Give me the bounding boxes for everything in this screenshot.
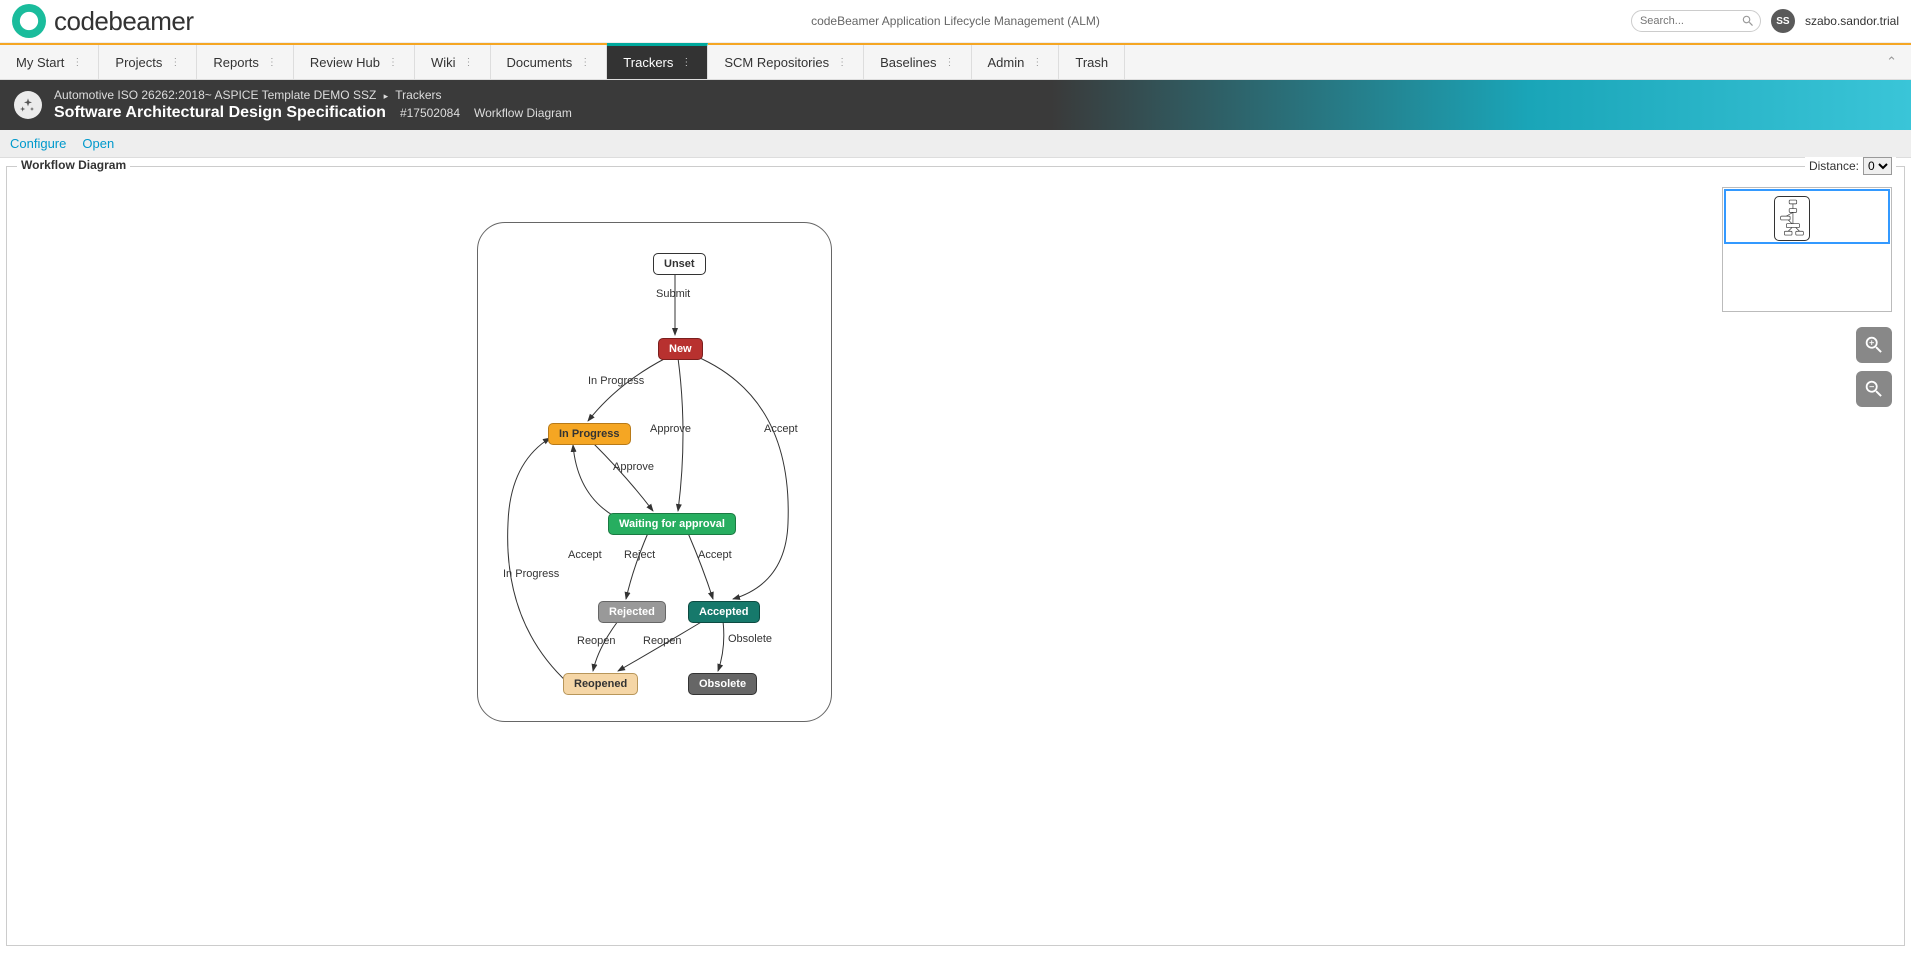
top-bar: codebeamer codeBeamer Application Lifecy…	[0, 0, 1911, 43]
edge-label-new-inprog: In Progress	[588, 375, 644, 387]
app-title: codeBeamer Application Lifecycle Managem…	[811, 14, 1100, 28]
state-new[interactable]: New	[658, 338, 703, 360]
menu-dots-icon[interactable]: ⋮	[945, 57, 955, 68]
canvas-area: Workflow Diagram Distance: 0 Unset New In …	[0, 158, 1911, 954]
search-box	[1631, 10, 1761, 32]
nav-trackers[interactable]: Trackers ⋮	[607, 43, 708, 79]
state-wait[interactable]: Waiting for approval	[608, 513, 736, 535]
nav-reports[interactable]: Reports ⋮	[197, 45, 294, 79]
state-unset[interactable]: Unset	[653, 253, 706, 275]
state-rejected[interactable]: Rejected	[598, 601, 666, 623]
menu-dots-icon[interactable]: ⋮	[580, 57, 590, 68]
edge-label-rejected-reopened: Reopen	[577, 635, 616, 647]
zoom-controls	[1856, 327, 1892, 407]
nav-review-hub[interactable]: Review Hub ⋮	[294, 45, 415, 79]
menu-dots-icon[interactable]: ⋮	[170, 57, 180, 68]
minimap-thumb	[1774, 196, 1810, 241]
menu-dots-icon[interactable]: ⋮	[388, 57, 398, 68]
username[interactable]: szabo.sandor.trial	[1805, 14, 1899, 28]
nav-label: Reports	[213, 55, 259, 70]
menu-dots-icon[interactable]: ⋮	[681, 57, 691, 68]
zoom-out-icon	[1863, 378, 1885, 400]
menu-dots-icon[interactable]: ⋮	[1032, 57, 1042, 68]
distance-control: Distance: 0	[1805, 157, 1896, 175]
open-link[interactable]: Open	[82, 136, 114, 151]
nav-label: Trash	[1075, 55, 1108, 70]
minimap-viewport[interactable]	[1724, 189, 1890, 244]
state-obsolete[interactable]: Obsolete	[688, 673, 757, 695]
distance-label: Distance:	[1809, 159, 1859, 173]
breadcrumb-separator-icon: ▸	[384, 91, 389, 101]
distance-select[interactable]: 0	[1863, 157, 1892, 175]
main-nav: My Start⋮Projects⋮Reports⋮Review Hub⋮Wik…	[0, 43, 1911, 80]
menu-dots-icon[interactable]: ⋮	[837, 57, 847, 68]
workflow-diagram[interactable]: Unset New In Progress Waiting for approval R…	[477, 222, 832, 722]
breadcrumb: Automotive ISO 26262:2018~ ASPICE Templa…	[54, 88, 572, 102]
logo-text: codebeamer	[54, 6, 194, 37]
edge-label-new-accepted: Accept	[764, 423, 798, 435]
nav-admin[interactable]: Admin ⋮	[972, 45, 1060, 79]
logo-icon	[12, 4, 46, 38]
nav-label: SCM Repositories	[724, 55, 829, 70]
nav-label: Wiki	[431, 55, 456, 70]
edge-label-unset-new: Submit	[656, 288, 690, 300]
menu-dots-icon[interactable]: ⋮	[72, 57, 82, 68]
nav-label: Documents	[507, 55, 573, 70]
nav-scm-repositories[interactable]: SCM Repositories ⋮	[708, 45, 864, 79]
nav-baselines[interactable]: Baselines ⋮	[864, 45, 971, 79]
avatar[interactable]: SS	[1771, 9, 1795, 33]
nav-label: My Start	[16, 55, 64, 70]
nav-label: Projects	[115, 55, 162, 70]
nav-projects[interactable]: Projects ⋮	[99, 45, 197, 79]
edge-label-accepted-obsolete: Obsolete	[728, 633, 772, 645]
zoom-out-button[interactable]	[1856, 371, 1892, 407]
tracker-icon[interactable]	[14, 91, 42, 119]
edge-label-wait-accepted: Accept	[698, 549, 732, 561]
menu-dots-icon[interactable]: ⋮	[464, 57, 474, 68]
nav-collapse-button[interactable]: ⌃	[1872, 45, 1911, 79]
nav-label: Trackers	[623, 55, 673, 70]
search-icon	[1741, 14, 1755, 28]
page-title: Software Architectural Design Specificat…	[54, 104, 386, 122]
context-bar: Automotive ISO 26262:2018~ ASPICE Templa…	[0, 80, 1911, 130]
edge-label-wait-rejected: Reject	[624, 549, 655, 561]
edge-label-wait-inprog: Accept	[568, 549, 602, 561]
nav-my-start[interactable]: My Start ⋮	[0, 45, 99, 79]
state-accepted[interactable]: Accepted	[688, 601, 760, 623]
zoom-in-icon	[1863, 334, 1885, 356]
state-inprog[interactable]: In Progress	[548, 423, 631, 445]
edge-label-accepted-reopened: Reopen	[643, 635, 682, 647]
workflow-fieldset: Workflow Diagram Distance: 0 UnsetNewIn …	[6, 166, 1905, 946]
edge-label-inprog-wait: Approve	[613, 461, 654, 473]
page-subtitle: Workflow Diagram	[474, 106, 572, 120]
logo[interactable]: codebeamer	[12, 4, 194, 38]
edge-label-new-wait: Approve	[650, 423, 691, 435]
tracker-id: #17502084	[400, 106, 460, 120]
menu-dots-icon[interactable]: ⋮	[267, 57, 277, 68]
nav-documents[interactable]: Documents ⋮	[491, 45, 608, 79]
minimap[interactable]	[1722, 187, 1892, 312]
zoom-in-button[interactable]	[1856, 327, 1892, 363]
breadcrumb-project[interactable]: Automotive ISO 26262:2018~ ASPICE Templa…	[54, 88, 376, 102]
nav-wiki[interactable]: Wiki ⋮	[415, 45, 491, 79]
configure-link[interactable]: Configure	[10, 136, 66, 151]
fieldset-legend: Workflow Diagram	[17, 158, 130, 172]
nav-label: Admin	[988, 55, 1025, 70]
nav-label: Review Hub	[310, 55, 380, 70]
nav-trash[interactable]: Trash	[1059, 45, 1125, 79]
breadcrumb-section[interactable]: Trackers	[395, 88, 441, 102]
state-reopened[interactable]: Reopened	[563, 673, 638, 695]
action-bar: Configure Open	[0, 130, 1911, 158]
edge-label-reopened-inprog: In Progress	[503, 568, 559, 580]
nav-label: Baselines	[880, 55, 936, 70]
